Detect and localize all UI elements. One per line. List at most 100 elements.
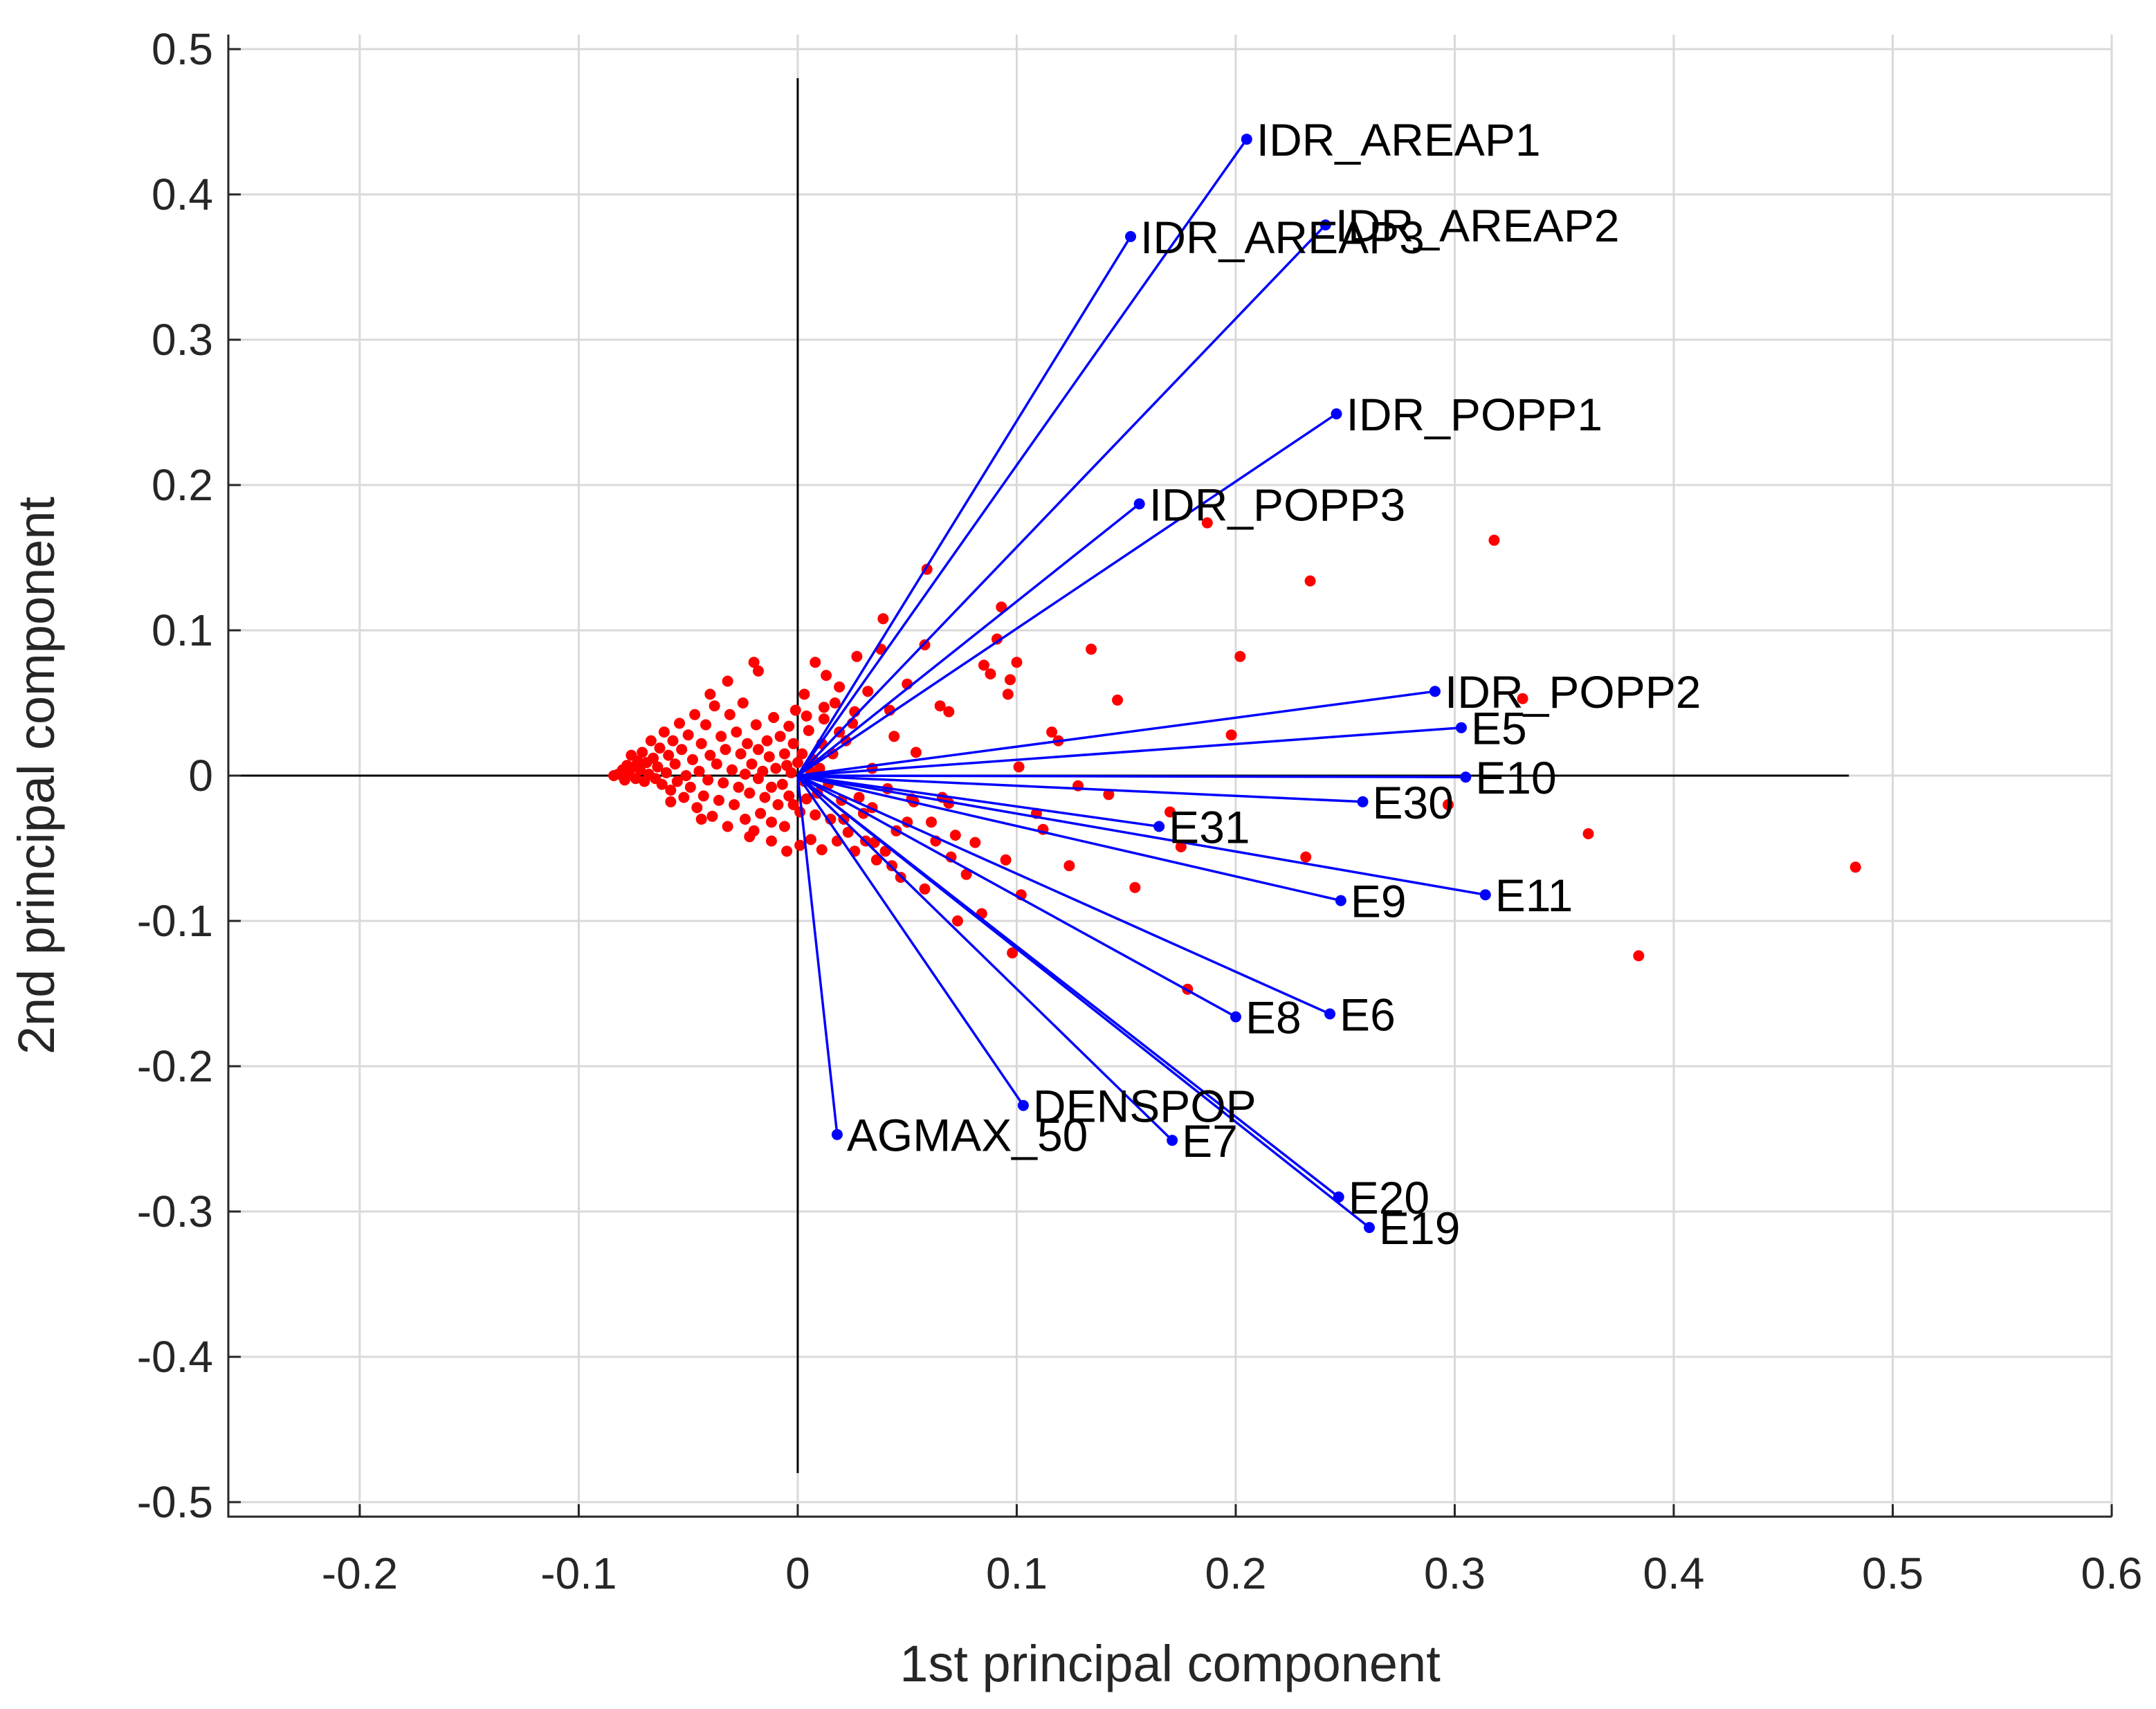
vector-label-idr-popp1: IDR_POPP1 (1346, 389, 1602, 440)
score-point (783, 720, 795, 732)
y-tick-label: 0.5 (152, 24, 213, 74)
vector-e31 (797, 774, 1160, 828)
vector-e8 (797, 774, 1236, 1018)
vector-e30 (797, 774, 1363, 803)
score-point (1112, 694, 1124, 706)
vector-idr-popp2 (797, 690, 1436, 777)
vector-tip-idr-areap2 (1319, 219, 1331, 231)
score-point (744, 787, 756, 799)
score-point (949, 830, 961, 841)
score-point (960, 868, 972, 880)
score-point (726, 764, 738, 776)
score-point (748, 657, 760, 668)
score-point (702, 774, 714, 786)
x-axis-title: 1st principal component (899, 1635, 1441, 1692)
score-point (755, 807, 767, 819)
vector-tip-e10 (1460, 771, 1472, 783)
score-point (805, 834, 816, 846)
score-point (814, 762, 825, 774)
vector-tip-e9 (1335, 895, 1346, 906)
vector-label-e5: E5 (1471, 703, 1527, 754)
score-point (1517, 693, 1528, 704)
score-point (637, 747, 648, 758)
score-point (765, 835, 777, 847)
score-point (704, 749, 716, 761)
score-point (1849, 861, 1861, 873)
score-point (765, 816, 777, 828)
score-point (1046, 726, 1058, 738)
score-point (1234, 650, 1246, 662)
vector-tip-e7 (1167, 1135, 1178, 1146)
x-tick-label: 0.2 (1205, 1548, 1266, 1598)
score-point (709, 700, 720, 712)
score-point (750, 719, 762, 731)
score-point (746, 758, 758, 770)
score-point (678, 792, 690, 803)
score-point (1063, 860, 1075, 872)
vector-label-idr-popp2: IDR_POPP2 (1445, 666, 1701, 718)
vector-label-idr-areap2: IDR_AREAP2 (1335, 200, 1620, 251)
score-point (729, 799, 740, 810)
y-tick-label: -0.5 (137, 1477, 213, 1527)
score-point (639, 776, 650, 787)
score-point (689, 709, 701, 720)
vector-tip-e19 (1364, 1222, 1376, 1234)
score-point (608, 770, 620, 781)
x-tick-label: 0.4 (1643, 1548, 1704, 1598)
score-point (652, 761, 664, 773)
score-point (1201, 517, 1213, 529)
score-point (706, 810, 718, 822)
score-point (671, 776, 683, 787)
vector-label-idr-popp3: IDR_POPP3 (1149, 479, 1405, 530)
score-point (1086, 643, 1097, 655)
score-point (1013, 761, 1025, 773)
score-point (870, 854, 882, 866)
score-point (919, 883, 931, 895)
score-point (1011, 657, 1023, 668)
score-point (731, 726, 742, 738)
score-point (697, 790, 709, 802)
score-point (739, 768, 751, 780)
score-point (654, 742, 666, 754)
score-point (772, 799, 784, 810)
vector-label-idr-areap3: IDR_AREAP3 (1140, 212, 1425, 263)
score-point (778, 748, 790, 760)
score-point (1582, 828, 1594, 839)
score-point (926, 816, 938, 828)
score-point (718, 777, 729, 789)
score-point (810, 809, 821, 821)
vector-tip-e5 (1455, 722, 1467, 733)
score-point (770, 762, 782, 774)
score-point (752, 773, 764, 785)
y-tick-label: 0.1 (152, 605, 213, 655)
score-point (752, 744, 764, 756)
vector-label-denspop: DENSPOP (1033, 1081, 1257, 1132)
score-point (787, 738, 799, 749)
score-point (783, 790, 795, 802)
vector-label-e31: E31 (1169, 802, 1250, 853)
score-point (691, 802, 703, 814)
score-point (765, 781, 777, 793)
score-point (742, 738, 753, 749)
score-point (669, 758, 681, 770)
vector-denspop (796, 775, 1025, 1106)
vector-label-e9: E9 (1351, 876, 1407, 927)
score-point (715, 731, 727, 742)
vector-tip-e30 (1357, 796, 1369, 807)
score-point (1633, 950, 1645, 962)
score-point (821, 670, 832, 682)
vector-tip-e8 (1230, 1011, 1241, 1023)
score-point (834, 681, 846, 693)
score-point (951, 915, 963, 926)
score-point (818, 702, 830, 713)
score-point (759, 792, 771, 803)
score-point (661, 767, 673, 778)
score-point (816, 844, 828, 856)
score-point (888, 731, 900, 742)
vector-e19 (796, 774, 1371, 1229)
vector-e6 (797, 774, 1331, 1015)
vector-label-e11: E11 (1495, 870, 1573, 921)
score-point (862, 686, 874, 697)
vector-label-e19: E19 (1379, 1203, 1460, 1254)
